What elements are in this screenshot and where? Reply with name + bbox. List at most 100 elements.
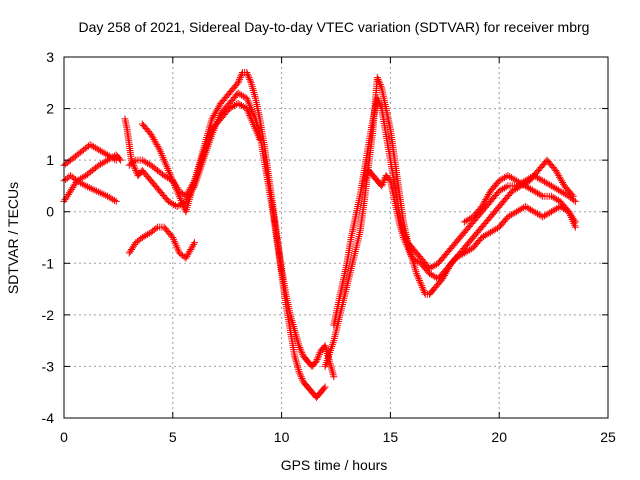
data-point xyxy=(414,273,422,281)
data-point xyxy=(416,278,424,286)
data-point xyxy=(299,350,307,358)
data-point xyxy=(87,185,95,193)
data-point xyxy=(246,75,254,83)
data-point xyxy=(84,183,92,191)
data-point xyxy=(373,74,381,82)
data-point xyxy=(251,92,259,100)
data-point xyxy=(380,177,388,185)
data-point xyxy=(248,83,256,91)
data-point xyxy=(131,165,139,173)
data-point xyxy=(378,182,386,190)
data-point xyxy=(296,345,304,353)
data-point xyxy=(296,371,304,379)
data-point xyxy=(321,383,329,391)
data-point xyxy=(405,247,413,255)
data-point xyxy=(362,172,370,180)
data-point xyxy=(236,75,244,83)
data-point xyxy=(314,354,322,362)
data-point xyxy=(419,285,427,293)
x-tick-label: 25 xyxy=(600,429,616,445)
data-point xyxy=(297,373,305,381)
data-point xyxy=(110,196,118,204)
data-point xyxy=(316,349,324,357)
data-point xyxy=(420,287,428,295)
data-point xyxy=(235,77,243,85)
data-point xyxy=(244,72,252,80)
data-point xyxy=(152,224,160,232)
data-point xyxy=(328,367,336,375)
data-point xyxy=(112,197,120,205)
data-point xyxy=(407,251,415,259)
data-point xyxy=(294,364,302,372)
x-tick-label: 20 xyxy=(491,429,507,445)
data-point xyxy=(377,82,385,90)
data-point xyxy=(570,196,578,204)
data-point xyxy=(246,113,254,121)
series-track-k xyxy=(460,172,579,231)
data-point xyxy=(298,349,306,357)
y-tick-label: 3 xyxy=(46,49,54,65)
data-point xyxy=(191,239,199,247)
data-point xyxy=(102,191,110,199)
tick-labels: 0 5 10 15 20 25 -4 -3 -2 -1 0 1 2 3 xyxy=(42,49,616,445)
data-point xyxy=(401,237,409,245)
data-point xyxy=(403,242,411,250)
data-point xyxy=(246,77,254,85)
data-point xyxy=(243,68,251,76)
data-point xyxy=(362,173,370,181)
data-point xyxy=(246,111,254,119)
data-point xyxy=(249,85,257,93)
data-point xyxy=(315,352,323,360)
data-point xyxy=(236,74,244,82)
data-point xyxy=(132,166,140,174)
data-point xyxy=(85,184,93,192)
data-point xyxy=(329,371,337,379)
data-point xyxy=(376,79,384,87)
data-point xyxy=(502,183,510,191)
data-point xyxy=(80,181,88,189)
x-tick-label: 0 xyxy=(60,429,68,445)
data-point xyxy=(250,88,258,96)
data-points xyxy=(60,68,579,401)
data-point xyxy=(296,344,304,352)
data-point xyxy=(155,144,163,152)
data-point xyxy=(571,197,579,205)
y-axis-label: SDTVAR / TECUs xyxy=(5,182,21,294)
data-point xyxy=(571,223,579,231)
data-point xyxy=(100,191,108,199)
data-point xyxy=(244,108,252,116)
data-point xyxy=(299,376,307,384)
data-point xyxy=(293,336,301,344)
data-point xyxy=(297,347,305,355)
data-point xyxy=(98,190,106,198)
data-point xyxy=(330,373,338,381)
data-point xyxy=(406,249,414,257)
data-point xyxy=(190,240,198,248)
y-tick-label: 0 xyxy=(46,204,54,220)
data-point xyxy=(568,191,576,199)
data-point xyxy=(379,178,387,186)
plot-frame xyxy=(63,56,609,419)
data-point xyxy=(82,182,90,190)
y-tick-label: 1 xyxy=(46,152,54,168)
data-point xyxy=(89,185,97,193)
data-point xyxy=(295,368,303,376)
data-point xyxy=(404,244,412,252)
series-track-c xyxy=(60,172,120,205)
data-point xyxy=(245,110,253,118)
data-point xyxy=(415,275,423,283)
data-point xyxy=(374,75,382,83)
data-point xyxy=(250,90,258,98)
data-point xyxy=(298,374,306,382)
data-point xyxy=(110,155,118,163)
data-point xyxy=(296,369,304,377)
y-tick-label: 2 xyxy=(46,101,54,117)
x-tick-label: 10 xyxy=(274,429,290,445)
series-track-g xyxy=(138,99,264,216)
data-point xyxy=(415,276,423,284)
data-point xyxy=(112,156,120,164)
data-point xyxy=(295,342,303,350)
data-point xyxy=(244,70,252,78)
data-point xyxy=(360,177,368,185)
